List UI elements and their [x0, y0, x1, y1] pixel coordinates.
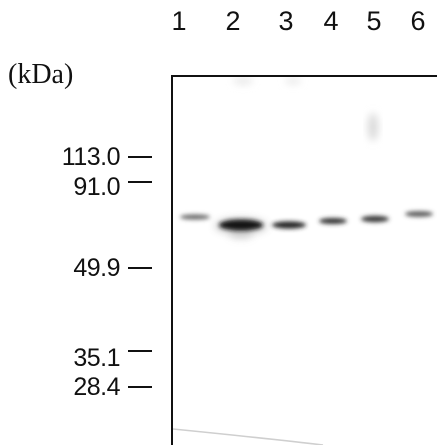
smudge [233, 78, 253, 84]
band-lane-4 [319, 218, 347, 224]
lane-label-3: 3 [278, 6, 294, 36]
smudge [368, 113, 378, 141]
marker-tick [128, 350, 152, 352]
lane-label-2: 2 [225, 6, 241, 36]
marker-tick [128, 267, 152, 269]
marker-tick [128, 181, 152, 183]
smudge [285, 78, 301, 84]
blot-image [173, 78, 433, 445]
lane-label-5: 5 [366, 6, 382, 36]
marker-91: 91.0 [30, 172, 170, 202]
marker-value: 49.9 [73, 253, 120, 282]
lane-label-4: 4 [323, 6, 339, 36]
marker-value: 113.0 [61, 142, 121, 171]
marker-tick [128, 156, 152, 158]
lane-label-6: 6 [410, 6, 426, 36]
band-halo [229, 229, 253, 239]
band-lane-3 [272, 221, 306, 229]
marker-tick [128, 386, 152, 388]
membrane-edge-line [173, 428, 324, 445]
band-lane-6 [405, 211, 433, 217]
marker-113: 113.0 [30, 142, 170, 172]
marker-value: 35.1 [73, 343, 120, 372]
band-lane-1 [180, 214, 210, 220]
marker-49-9: 49.9 [30, 253, 170, 283]
blot-membrane [171, 75, 437, 445]
band-lane-2 [219, 219, 263, 231]
unit-label: (kDa) [8, 59, 74, 90]
marker-value: 28.4 [73, 372, 120, 401]
marker-28-4: 28.4 [30, 372, 170, 402]
marker-value: 91.0 [73, 172, 120, 201]
marker-35-1: 35.1 [30, 343, 170, 373]
band-lane-5 [361, 215, 389, 223]
lane-label-1: 1 [171, 6, 187, 36]
